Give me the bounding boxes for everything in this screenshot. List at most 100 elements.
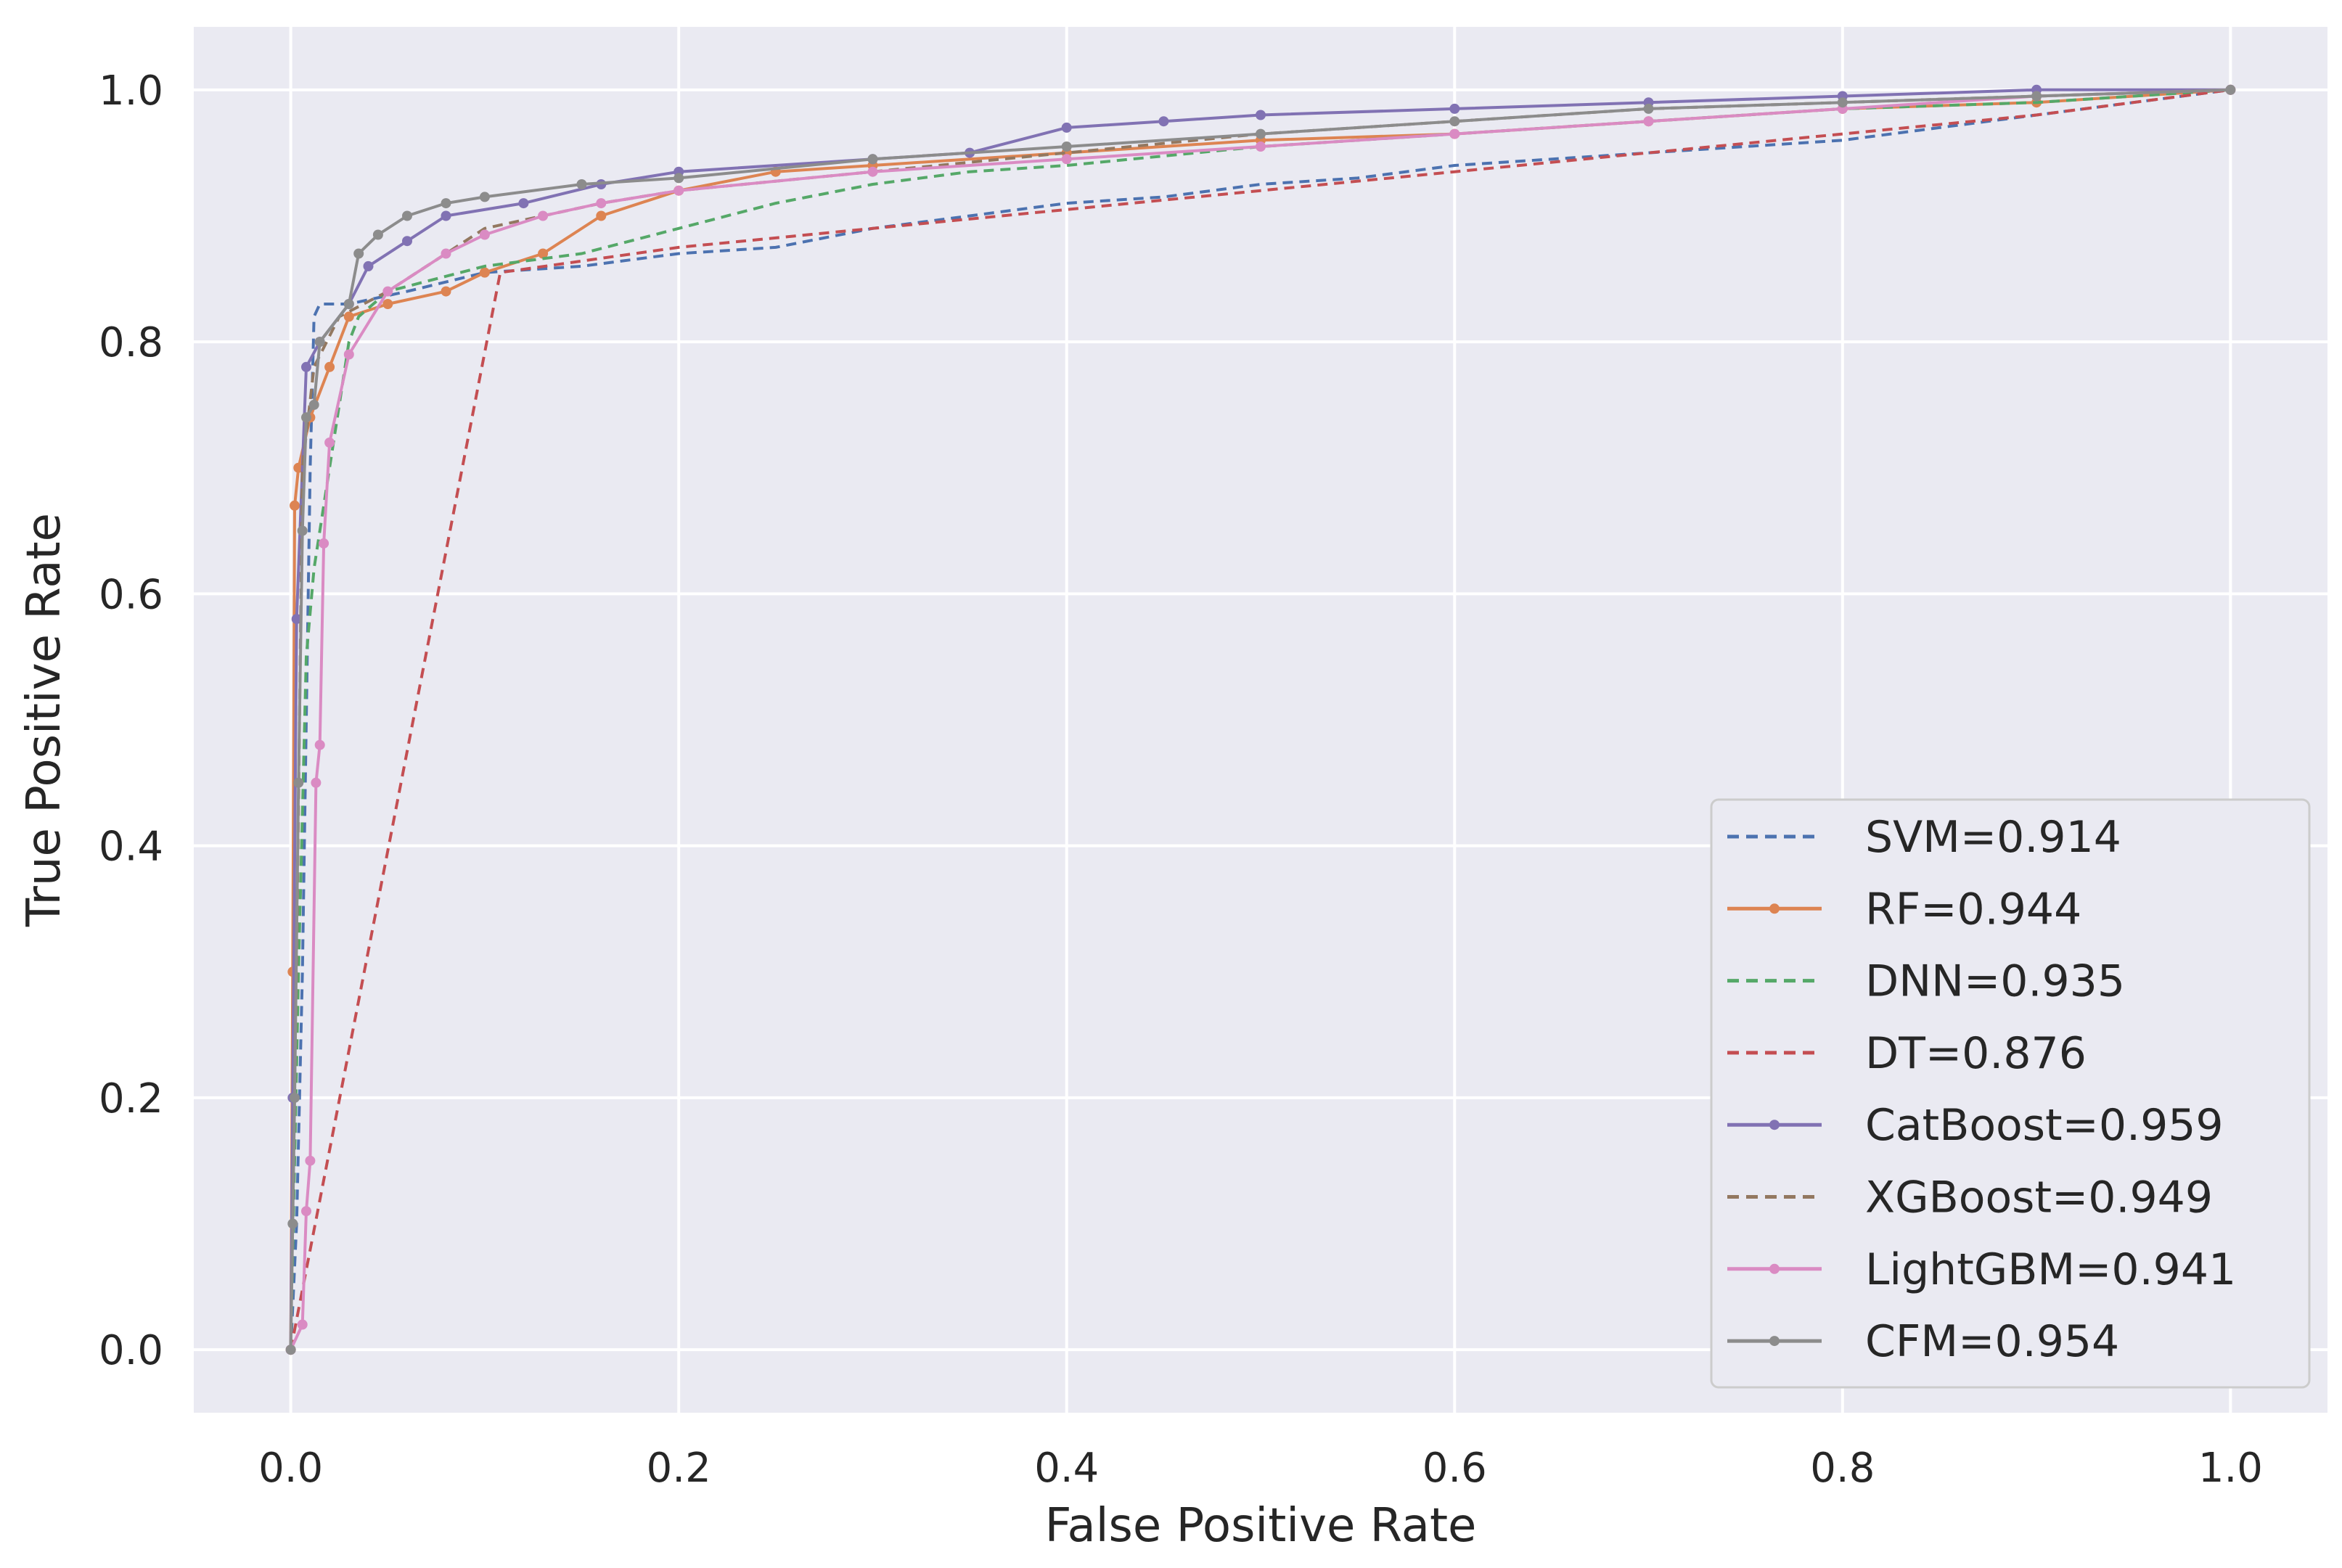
- legend-label: DT=0.876: [1865, 1028, 2087, 1079]
- series-point: [402, 236, 412, 247]
- x-axis-label: False Positive Rate: [1045, 1499, 1477, 1553]
- series-point: [673, 185, 684, 196]
- y-tick-label: 0.6: [99, 571, 163, 618]
- series-point: [324, 438, 335, 448]
- series-point: [301, 1206, 311, 1217]
- series-point: [297, 525, 308, 536]
- series-point: [291, 614, 302, 625]
- series-point: [867, 166, 878, 177]
- series-point: [518, 198, 529, 209]
- x-tick-labels: 0.0 0.2 0.4 0.6 0.8 1.0: [258, 1445, 2263, 1492]
- series-point: [1643, 103, 1654, 114]
- legend-label: CatBoost=0.959: [1865, 1100, 2224, 1151]
- x-tick-label: 1.0: [2198, 1445, 2263, 1492]
- legend: SVM=0.914 RF=0.944 DNN=0.935 DT=0.876 CatBoo…: [1710, 798, 2311, 1389]
- y-tick-label: 1.0: [99, 67, 163, 115]
- series-point: [1449, 103, 1460, 114]
- series-0: [289, 88, 2231, 1350]
- series-point: [285, 1345, 296, 1355]
- series-point: [363, 260, 374, 271]
- y-tick-label: 0.4: [99, 824, 163, 871]
- series-point: [305, 1155, 316, 1166]
- legend-marker: [1769, 903, 1780, 914]
- series-point: [2225, 84, 2236, 95]
- series-point: [596, 198, 607, 209]
- series-point: [314, 739, 325, 750]
- series-point: [324, 361, 335, 372]
- series-point: [441, 248, 451, 259]
- series-3: [289, 88, 2231, 1350]
- series-point: [2031, 91, 2042, 102]
- series-point: [576, 179, 587, 189]
- legend-label: DNN=0.935: [1865, 956, 2125, 1007]
- legend-label: LightGBM=0.941: [1865, 1244, 2236, 1295]
- series-4: [285, 84, 2236, 1355]
- series-point: [311, 777, 322, 788]
- y-tick-labels: 0.0 0.2 0.4 0.6 0.8 1.0: [99, 67, 163, 1374]
- series-point: [343, 311, 354, 322]
- legend-marker: [1769, 1120, 1780, 1130]
- series-point: [372, 229, 383, 240]
- legend-marker: [1769, 1336, 1780, 1347]
- series-point: [1256, 110, 1266, 120]
- series-point: [301, 361, 311, 372]
- series-point: [301, 412, 311, 423]
- series-point: [1061, 154, 1072, 165]
- series-point: [402, 210, 412, 221]
- series-point: [479, 267, 490, 278]
- series-layer: [285, 84, 2236, 1355]
- series-point: [1158, 116, 1169, 127]
- series-point: [382, 299, 393, 309]
- series-point: [297, 1319, 308, 1330]
- x-tick-label: 0.8: [1810, 1445, 1875, 1492]
- series-point: [479, 229, 490, 240]
- legend-label: CFM=0.954: [1865, 1316, 2119, 1367]
- series-point: [441, 286, 451, 297]
- series-point: [441, 198, 451, 209]
- series-point: [441, 210, 451, 221]
- legend-label: RF=0.944: [1865, 884, 2081, 935]
- legend-label: SVM=0.914: [1865, 812, 2121, 863]
- series-7: [285, 84, 2236, 1355]
- y-tick-label: 0.0: [99, 1327, 163, 1374]
- series-point: [290, 1092, 300, 1103]
- y-axis-label: True Positive Rate: [17, 513, 71, 927]
- series-line: [289, 88, 2231, 1350]
- x-tick-label: 0.6: [1422, 1445, 1487, 1492]
- series-line: [289, 88, 2231, 1350]
- series-point: [673, 173, 684, 184]
- series-point: [343, 349, 354, 360]
- series-point: [314, 337, 325, 348]
- legend-frame: [1710, 798, 2311, 1389]
- grid: [194, 27, 2327, 1413]
- series-line: [289, 88, 2231, 1350]
- series-point: [479, 192, 490, 202]
- series-point: [596, 210, 607, 221]
- series-point: [1256, 128, 1266, 139]
- x-tick-label: 0.0: [258, 1445, 323, 1492]
- series-point: [382, 286, 393, 297]
- series-point: [1061, 141, 1072, 152]
- series-point: [1061, 122, 1072, 133]
- series-point: [1643, 116, 1654, 127]
- series-line: [289, 88, 2231, 1350]
- series-point: [1256, 141, 1266, 152]
- series-point: [287, 1218, 298, 1229]
- series-point: [867, 154, 878, 165]
- series-point: [538, 248, 549, 259]
- series-point: [308, 399, 319, 410]
- series-point: [1449, 116, 1460, 127]
- series-point: [343, 299, 354, 309]
- legend-label: XGBoost=0.949: [1865, 1173, 2213, 1223]
- series-point: [293, 777, 304, 788]
- x-tick-label: 0.4: [1034, 1445, 1099, 1492]
- y-tick-label: 0.8: [99, 319, 163, 366]
- series-point: [319, 538, 329, 549]
- series-point: [538, 210, 549, 221]
- legend-marker: [1769, 1263, 1780, 1274]
- series-point: [353, 248, 364, 259]
- y-tick-label: 0.2: [99, 1075, 163, 1122]
- series-point: [1449, 128, 1460, 139]
- x-tick-label: 0.2: [647, 1445, 711, 1492]
